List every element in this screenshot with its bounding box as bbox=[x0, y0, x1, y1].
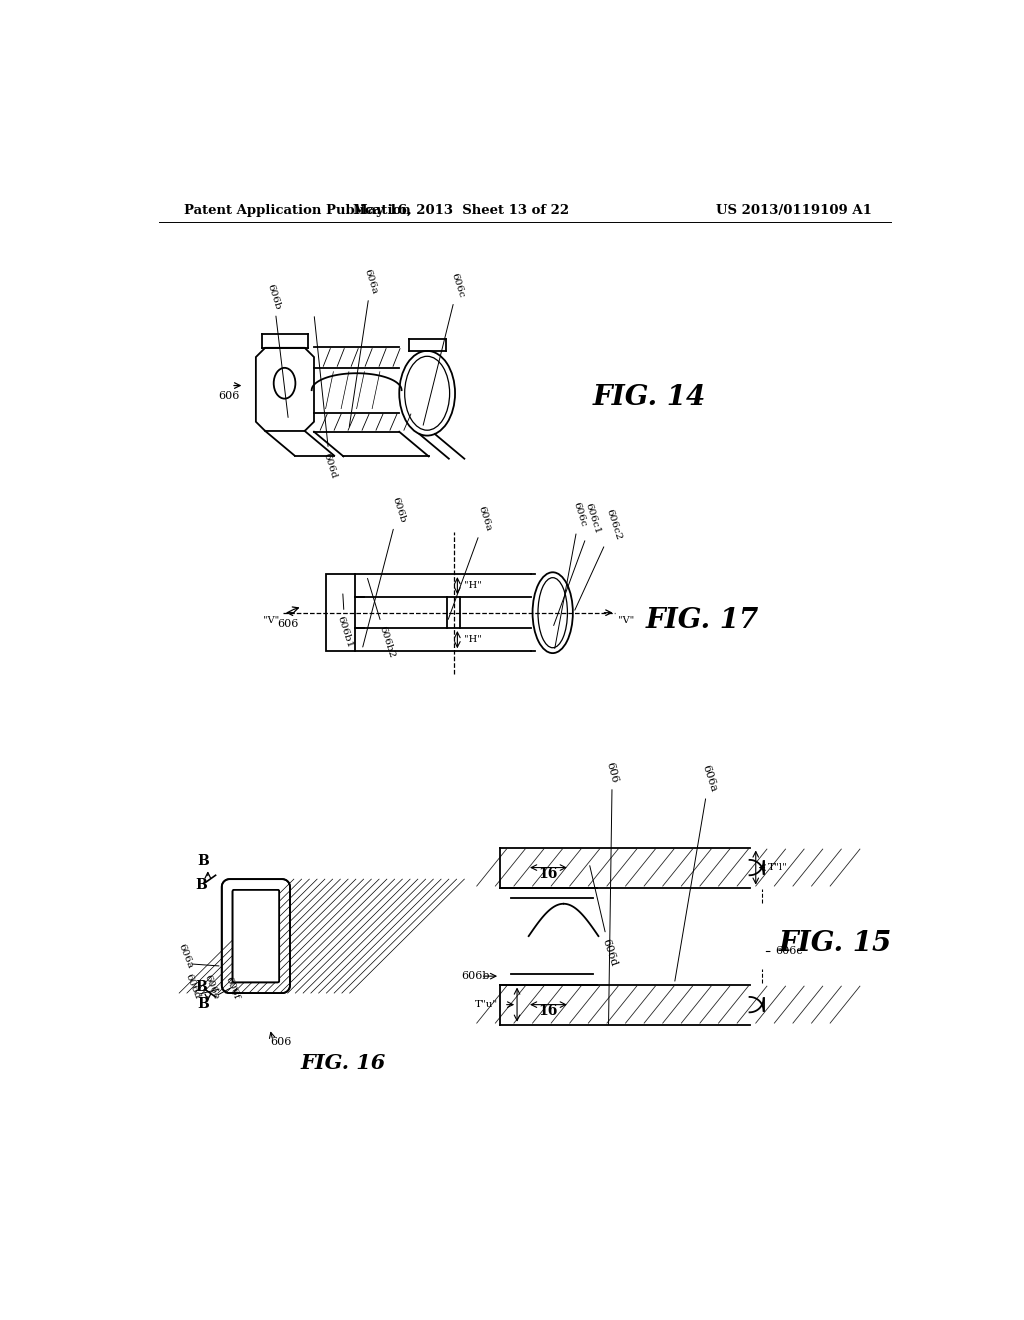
Text: US 2013/0119109 A1: US 2013/0119109 A1 bbox=[716, 205, 872, 218]
Text: 606: 606 bbox=[270, 1038, 291, 1048]
Text: "V": "V" bbox=[617, 616, 634, 624]
Polygon shape bbox=[232, 890, 280, 982]
Text: 606c: 606c bbox=[775, 946, 803, 957]
Text: 16: 16 bbox=[539, 1005, 558, 1019]
Text: 606d: 606d bbox=[183, 973, 202, 1001]
Text: 606d: 606d bbox=[590, 866, 620, 968]
Text: 606: 606 bbox=[276, 619, 298, 628]
Text: 606e: 606e bbox=[203, 973, 220, 1001]
Text: 606c1: 606c1 bbox=[554, 502, 602, 626]
Text: "H": "H" bbox=[464, 581, 481, 590]
Text: FIG. 14: FIG. 14 bbox=[593, 384, 707, 411]
Text: B: B bbox=[195, 979, 207, 994]
Text: 606b: 606b bbox=[461, 972, 489, 981]
Text: B: B bbox=[198, 998, 209, 1011]
Text: B: B bbox=[198, 854, 209, 869]
Text: T"u": T"u" bbox=[474, 1001, 498, 1008]
Text: 606f: 606f bbox=[223, 975, 241, 1001]
Text: FIG. 15: FIG. 15 bbox=[779, 931, 892, 957]
Text: FIG. 17: FIG. 17 bbox=[646, 607, 759, 634]
Text: "H": "H" bbox=[464, 635, 481, 644]
Text: 606a: 606a bbox=[349, 268, 380, 426]
Polygon shape bbox=[232, 890, 280, 982]
Text: B: B bbox=[195, 878, 207, 892]
Text: 606b: 606b bbox=[362, 496, 407, 647]
Text: 606c: 606c bbox=[555, 502, 588, 648]
Text: 606: 606 bbox=[219, 391, 240, 401]
Text: May 16, 2013  Sheet 13 of 22: May 16, 2013 Sheet 13 of 22 bbox=[353, 205, 569, 218]
Text: 606d: 606d bbox=[314, 317, 339, 480]
Text: FIG. 16: FIG. 16 bbox=[300, 1053, 385, 1073]
Text: 606: 606 bbox=[604, 760, 620, 1024]
Text: 606b: 606b bbox=[265, 282, 288, 417]
Text: 606b2: 606b2 bbox=[368, 578, 396, 660]
Text: 16: 16 bbox=[539, 867, 558, 882]
Text: "V": "V" bbox=[263, 616, 280, 624]
Text: 606a: 606a bbox=[675, 764, 718, 981]
Text: 606a: 606a bbox=[449, 504, 494, 619]
Text: Patent Application Publication: Patent Application Publication bbox=[183, 205, 411, 218]
Text: 606a: 606a bbox=[177, 942, 195, 970]
Text: 606c: 606c bbox=[423, 272, 466, 425]
Text: 606c2: 606c2 bbox=[574, 508, 624, 610]
Text: T"l": T"l" bbox=[768, 863, 787, 873]
Text: 606b1: 606b1 bbox=[336, 594, 354, 649]
